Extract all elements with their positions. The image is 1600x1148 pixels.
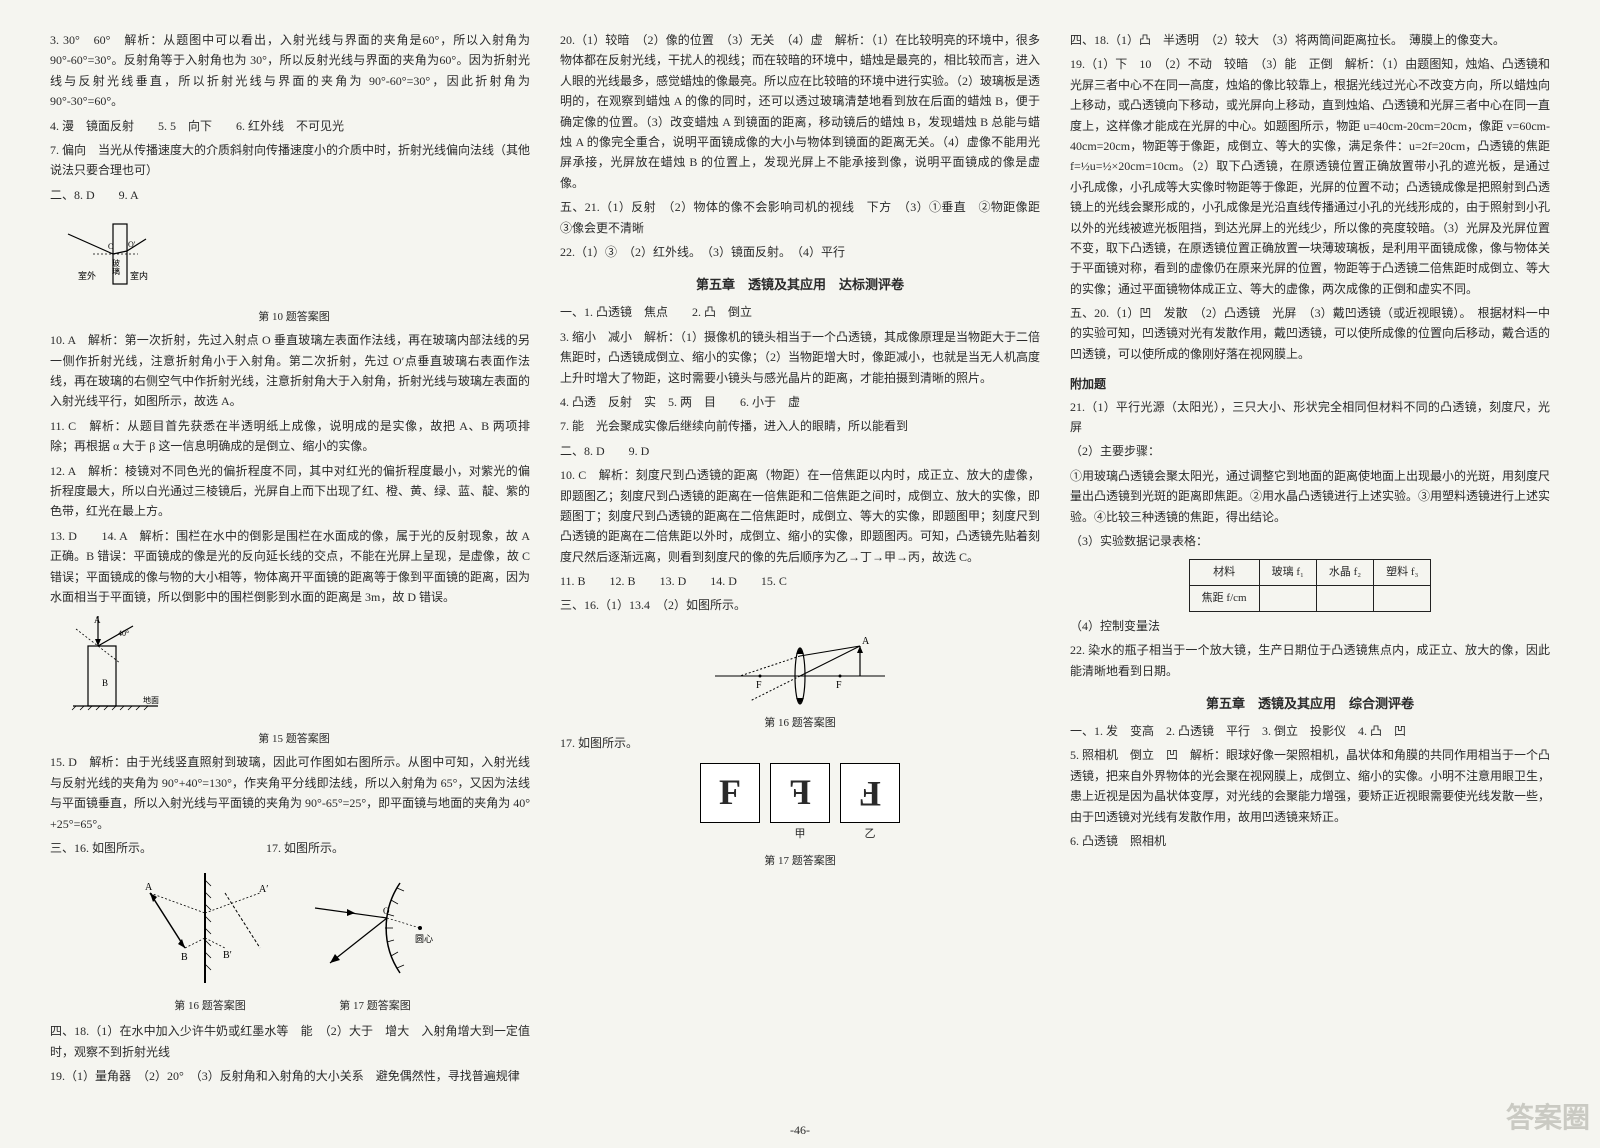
c2-p10: 11. B 12. B 13. D 14. D 15. C [560,571,1040,591]
c1-p1: 3. 30° 60° 解析：从题图中可以看出，入射光线与界面的夹角是60°，所以… [50,30,530,112]
svg-text:O: O [108,242,114,251]
cell-3 [1374,586,1431,612]
c2-p1: 20.（1）较暗 （2）像的位置 （3）无关 （4）虚 解析：（1）在比较明亮的… [560,30,1040,193]
c1-p7: 12. A 解析：棱镜对不同色光的偏折程度不同，其中对红光的偏折程度最小，对紫光… [50,461,530,522]
c1-p5: 10. A 解析：第一次折射，先过入射点 O 垂直玻璃左表面作法线，再在玻璃内部… [50,330,530,412]
th-f1: 玻璃 f₁ [1259,560,1316,586]
fbox-flip: F [770,763,830,823]
figure-10: O O′ 室外 室内 玻璃 第 10 题答案图 [58,209,530,326]
cell-2 [1316,586,1373,612]
c3-p8: （4）控制变量法 [1070,616,1550,636]
th-f3: 塑料 f₃ [1374,560,1431,586]
figures-16-17: A B A′ B′ 第 16 题答案图 [50,868,530,1015]
svg-text:F: F [756,680,762,691]
watermark: 答案圈 [1506,1094,1590,1142]
c1-p6: 11. C 解析：从题目首先获悉在半透明纸上成像，说明成的是实像，故把 A、B … [50,416,530,457]
fbox-label-b: 乙 [840,825,900,844]
svg-text:A′: A′ [259,884,268,895]
c3-p1: 四、18.（1）凸 半透明 （2）较大 （3）将两筒间距离拉长。 薄膜上的像变大… [1070,30,1550,50]
cell-1 [1259,586,1316,612]
c3-title2: 第五章 透镜及其应用 综合测评卷 [1070,693,1550,715]
c2-p2: 五、21.（1）反射 （2）物体的像不会影响司机的视线 下方 （3）①垂直 ②物… [560,197,1040,238]
fig15-caption: 第 15 题答案图 [58,730,530,749]
c2-title1: 第五章 透镜及其应用 达标测评卷 [560,274,1040,296]
c1-p12: 19.（1）量角器 （2）20° （3）反射角和入射角的大小关系 避免偶然性，寻… [50,1066,530,1086]
svg-text:室外: 室外 [78,270,96,281]
column-2: 20.（1）较暗 （2）像的位置 （3）无关 （4）虚 解析：（1）在比较明亮的… [560,30,1040,1118]
c2-fig17cap: 第 17 题答案图 [560,852,1040,871]
page-container: 3. 30° 60° 解析：从题图中可以看出，入射光线与界面的夹角是60°，所以… [50,30,1550,1118]
c1-p9: 15. D 解析：由于光线竖直照射到玻璃，因此可作图如右图所示。从图中可知，入射… [50,752,530,834]
data-table: 材料 玻璃 f₁ 水晶 f₂ 塑料 f₃ 焦距 f/cm [1189,559,1432,611]
c2-p7: 7. 能 光会聚成实像后继续向前传播，进入人的眼睛，所以能看到 [560,416,1040,436]
fbox-label-a: 甲 [770,825,830,844]
figure-15: 地面 A 40° B 第 15 题答案图 [58,611,530,748]
column-1: 3. 30° 60° 解析：从题图中可以看出，入射光线与界面的夹角是60°，所以… [50,30,530,1118]
c3-p2: 19.（1）下 10 （2）不动 较暗 （3）能 正倒 解析：（1）由题图知，烛… [1070,54,1550,299]
svg-text:B: B [102,678,108,688]
c3-p10: 一、1. 发 变高 2. 凸透镜 平行 3. 倒立 投影仪 4. 凸 凹 [1070,721,1550,741]
c2-p6: 4. 凸透 反射 实 5. 两 目 6. 小于 虚 [560,392,1040,412]
c3-p9: 22. 染水的瓶子相当于一个放大镜，生产日期位于凸透镜焦点内，成正立、放大的像，… [1070,640,1550,681]
c2-fig16cap: 第 16 题答案图 [560,714,1040,733]
fig17-caption: 第 17 题答案图 [305,997,445,1016]
c2-p12: 17. 如图所示。 [560,733,1040,753]
svg-text:O′: O′ [128,240,136,249]
f-boxes: F F 甲 F 乙 [560,763,1040,844]
svg-text:室内: 室内 [130,270,148,281]
fig16-caption: 第 16 题答案图 [135,997,285,1016]
extra-title: 附加题 [1070,374,1550,394]
c1-p11: 四、18.（1）在水中加入少许牛奶或红墨水等 能 （2）大于 增大 入射角增大到… [50,1021,530,1062]
svg-text:A: A [145,882,153,893]
row-label: 焦距 f/cm [1189,586,1259,612]
fbox-rot: F [840,763,900,823]
c3-p11: 5. 照相机 倒立 凹 解析：眼球好像一架照相机，晶状体和角膜的共同作用相当于一… [1070,745,1550,827]
c2-p11: 三、16.（1）13.4 （2）如图所示。 [560,595,1040,615]
c3-p5: （2）主要步骤： [1070,441,1550,461]
column-3: 四、18.（1）凸 半透明 （2）较大 （3）将两筒间距离拉长。 薄膜上的像变大… [1070,30,1550,1118]
svg-text:B: B [181,952,188,963]
c3-p12: 6. 凸透镜 照相机 [1070,831,1550,851]
th-material: 材料 [1189,560,1259,586]
c2-p5: 3. 缩小 减小 解析：（1）摄像机的镜头相当于一个凸透镜，其成像原理是当物距大… [560,327,1040,388]
svg-text:O: O [383,906,390,916]
c2-p4: 一、1. 凸透镜 焦点 2. 凸 倒立 [560,302,1040,322]
svg-text:B′: B′ [223,950,232,961]
c1-p3: 7. 偏向 当光从传播速度大的介质斜射向传播速度小的介质中时，折射光线偏向法线（… [50,140,530,181]
c1-p4: 二、8. D 9. A [50,185,530,205]
page-number: -46- [790,1120,810,1140]
figure-c2-16: F F A [560,626,1040,706]
fbox-normal: F [700,763,760,823]
svg-text:圆心: 圆心 [415,934,433,944]
svg-text:40°: 40° [118,629,129,638]
c3-p6: ①用玻璃凸透镜会聚太阳光，通过调整它到地面的距离使地面上出现最小的光斑，用刻度尺… [1070,466,1550,527]
svg-text:地面: 地面 [143,695,159,705]
fig10-caption: 第 10 题答案图 [58,308,530,327]
c3-p4: 21.（1）平行光源（太阳光），三只大小、形状完全相同但材料不同的凸透镜，刻度尺… [1070,397,1550,438]
c2-p9: 10. C 解析：刻度尺到凸透镜的距离（物距）在一倍焦距以内时，成正立、放大的虚… [560,465,1040,567]
svg-text:F: F [836,680,842,691]
c1-p2: 4. 漫 镜面反射 5. 5 向下 6. 红外线 不可见光 [50,116,530,136]
svg-text:玻璃: 玻璃 [112,258,121,276]
svg-text:A: A [862,636,870,647]
c3-p7: （3）实验数据记录表格： [1070,531,1550,551]
th-f2: 水晶 f₂ [1316,560,1373,586]
c2-p8: 二、8. D 9. D [560,441,1040,461]
svg-text:A: A [94,615,101,625]
c2-p3: 22.（1）③ （2）红外线。 （3）镜面反射。 （4）平行 [560,242,1040,262]
c3-p3: 五、20.（1）凹 发散 （2）凸透镜 光屏 （3）戴凹透镜（或近视眼镜）。 根… [1070,303,1550,364]
c1-p8: 13. D 14. A 解析：围栏在水中的倒影是围栏在水面成的像，属于光的反射现… [50,526,530,608]
c1-p10: 三、16. 如图所示。 17. 如图所示。 [50,838,530,858]
